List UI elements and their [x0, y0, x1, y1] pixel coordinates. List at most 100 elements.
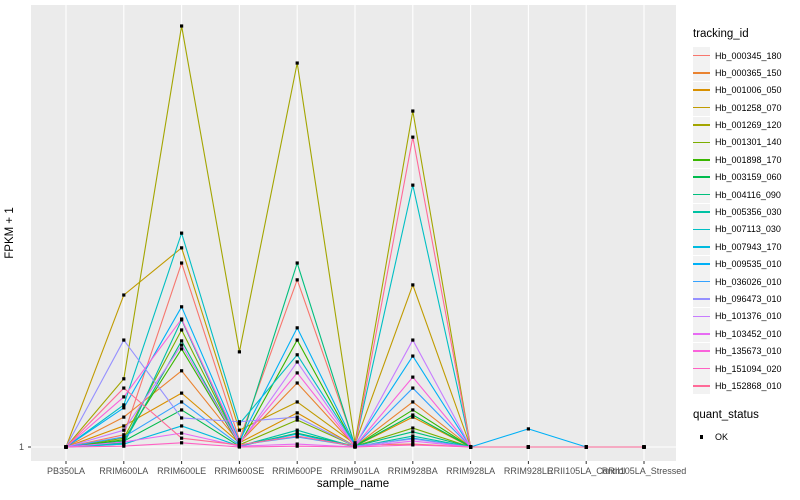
legend-label: Hb_151094_020 — [715, 363, 782, 374]
legend-key-line-icon — [693, 186, 710, 204]
legend-label: Hb_004116_090 — [715, 189, 781, 200]
data-point — [180, 246, 184, 250]
data-point — [122, 377, 126, 381]
legend-title-tracking-id: tracking_id — [693, 28, 749, 40]
data-point — [411, 354, 415, 358]
data-point — [411, 135, 415, 139]
legend-item: Hb_007943_170 — [693, 238, 799, 256]
legend-item: Hb_096473_010 — [693, 290, 799, 308]
legend-item: Hb_001258_070 — [693, 99, 799, 117]
legend-title-quant-status: quant_status — [693, 409, 759, 422]
data-point — [411, 439, 415, 443]
legend-label: Hb_003159_060 — [715, 172, 782, 183]
legend-label: Hb_001898_170 — [715, 154, 782, 165]
data-point — [237, 443, 241, 447]
data-points-layer — [64, 24, 646, 449]
x-tick-label: RRIM600LA — [99, 466, 148, 476]
legend-item: Hb_152868_010 — [693, 377, 799, 395]
legend-key-line-icon — [693, 360, 710, 378]
data-point — [411, 430, 415, 434]
legend-item: Hb_004116_090 — [693, 186, 799, 204]
data-point — [122, 415, 126, 419]
legend-key-line-icon — [693, 342, 710, 360]
x-tick-label: RRIM901LA — [330, 466, 379, 476]
data-point — [180, 231, 184, 235]
data-point — [411, 400, 415, 404]
data-point — [122, 403, 126, 407]
data-point — [295, 434, 299, 438]
legend-key-line-icon — [693, 307, 710, 325]
legend-label: Hb_000365_150 — [715, 67, 782, 78]
legend-item: Hb_103452_010 — [693, 325, 799, 343]
legend-label: Hb_103452_010 — [715, 328, 782, 339]
data-point — [411, 375, 415, 379]
legend-item-ok: OK — [693, 428, 799, 445]
data-point — [180, 305, 184, 309]
legend-label: Hb_135673_010 — [715, 346, 782, 357]
data-point — [180, 339, 184, 343]
legend-key-line-icon — [693, 273, 710, 291]
legend-key-line-icon — [693, 238, 710, 256]
data-point — [295, 444, 299, 448]
data-point — [122, 444, 126, 448]
data-point — [180, 436, 184, 440]
data-point — [353, 441, 357, 445]
y-tick-label: 1 — [19, 442, 24, 452]
legend-label: Hb_007113_030 — [715, 224, 781, 235]
data-point — [180, 369, 184, 373]
legend-label: Hb_007943_170 — [715, 241, 782, 252]
data-point — [295, 381, 299, 385]
x-tick-label: RRIM600LE — [157, 466, 206, 476]
legend-label: Hb_001269_120 — [715, 120, 782, 131]
legend-label: OK — [715, 431, 729, 442]
legend-label: Hb_001301_140 — [715, 137, 782, 148]
data-point — [180, 416, 184, 420]
legend-key-line-icon — [693, 99, 710, 117]
legend-item: Hb_151094_020 — [693, 360, 799, 378]
data-point — [411, 386, 415, 390]
data-point — [295, 278, 299, 282]
legend-item: Hb_001269_120 — [693, 116, 799, 134]
legend-key-line-icon — [693, 64, 710, 82]
data-point — [469, 445, 473, 449]
legend-key-line-icon — [693, 290, 710, 308]
data-point — [180, 424, 184, 428]
data-point — [295, 326, 299, 330]
legend-key-line-icon — [693, 47, 710, 64]
data-point — [237, 350, 241, 354]
data-point — [122, 440, 126, 444]
data-point — [180, 24, 184, 28]
data-point — [411, 443, 415, 447]
legend-label: Hb_005356_030 — [715, 207, 782, 218]
legend-label: Hb_096473_010 — [715, 293, 782, 304]
legend-label: Hb_001258_070 — [715, 102, 782, 113]
data-point — [295, 61, 299, 65]
data-point — [411, 437, 415, 441]
data-point — [180, 317, 184, 321]
data-point — [411, 183, 415, 187]
data-point — [122, 424, 126, 428]
data-point — [411, 338, 415, 342]
data-point — [295, 261, 299, 265]
legend-item: Hb_009535_010 — [693, 255, 799, 273]
data-point — [295, 338, 299, 342]
data-point — [122, 395, 126, 399]
data-point — [122, 338, 126, 342]
data-point — [237, 439, 241, 443]
legend-item: Hb_007113_030 — [693, 220, 799, 238]
legend-label: Hb_009535_010 — [715, 259, 782, 270]
data-point — [295, 442, 299, 446]
legend-label: Hb_000345_180 — [715, 50, 782, 61]
legend-item: Hb_001301_140 — [693, 133, 799, 151]
legend-key-line-icon — [693, 116, 710, 134]
data-point — [180, 391, 184, 395]
x-tick-label: PB350LA — [47, 466, 85, 476]
x-tick-label: RRIM600PE — [272, 466, 322, 476]
data-point — [411, 283, 415, 287]
data-point — [411, 413, 415, 417]
data-point — [180, 431, 184, 435]
data-point — [180, 347, 184, 351]
data-point — [122, 406, 126, 410]
legend-key-line-icon — [693, 133, 710, 151]
